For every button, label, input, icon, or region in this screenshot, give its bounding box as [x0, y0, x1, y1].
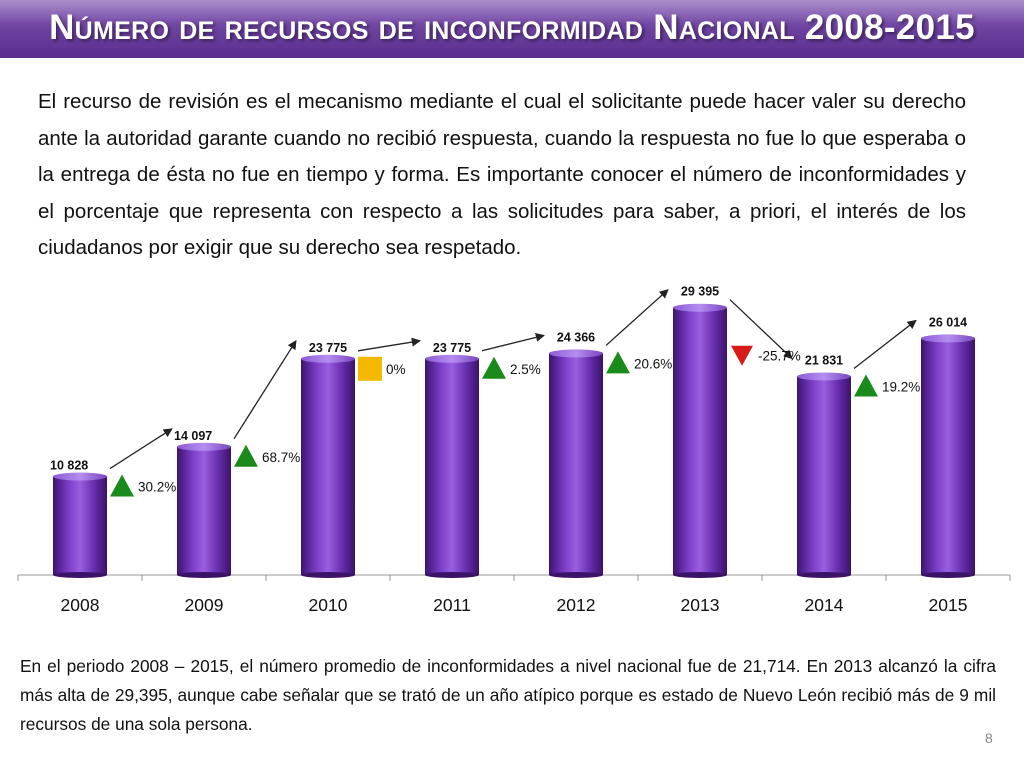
change-label: 19.2%	[882, 379, 920, 394]
bar-2008	[53, 476, 107, 575]
trend-arrow	[853, 319, 917, 369]
data-label: 29 395	[681, 285, 719, 299]
x-tick-label: 2014	[805, 595, 844, 615]
bar-cap	[549, 349, 603, 358]
up-triangle-icon	[606, 351, 630, 374]
bar-base	[673, 572, 727, 578]
trend-arrow	[481, 332, 545, 352]
data-label: 24 366	[557, 330, 595, 344]
data-label: 23 775	[309, 341, 347, 355]
x-tick-label: 2015	[929, 595, 968, 615]
up-triangle-icon	[110, 474, 134, 497]
slide-title: Número de recursos de inconformidad Naci…	[49, 8, 975, 47]
x-tick-label: 2011	[433, 595, 471, 615]
bar-cap	[177, 442, 231, 451]
x-tick-label: 2010	[309, 595, 348, 615]
change-label: -25.7%	[758, 349, 801, 364]
x-tick-label: 2008	[61, 595, 100, 615]
data-label: 23 775	[433, 341, 471, 355]
data-label: 10 828	[50, 459, 88, 473]
change-label: 30.2%	[138, 480, 176, 495]
bar-base	[921, 572, 975, 578]
up-triangle-icon	[854, 374, 878, 397]
title-bar-shine	[0, 0, 1024, 24]
data-label: 14 097	[174, 429, 212, 443]
bar-cap	[673, 303, 727, 312]
x-tick-label: 2009	[185, 595, 224, 615]
bar-base	[177, 572, 231, 578]
bar-cap	[921, 334, 975, 343]
bar-base	[53, 572, 107, 578]
up-triangle-icon	[482, 356, 506, 379]
down-triangle-icon	[731, 345, 753, 366]
trend-arrow	[357, 337, 421, 352]
bar-base	[797, 572, 851, 578]
trend-arrow	[233, 340, 297, 440]
page-number: 8	[985, 730, 993, 746]
data-label: 26 014	[929, 315, 967, 329]
change-label: 0%	[386, 362, 406, 377]
bar-cap	[797, 372, 851, 381]
bar-base	[301, 572, 355, 578]
bar-2011	[425, 358, 479, 575]
bar-base	[425, 572, 479, 578]
x-tick-label: 2012	[557, 595, 596, 615]
x-tick-label: 2013	[681, 595, 720, 615]
trend-arrow	[109, 428, 173, 470]
intro-paragraph: El recurso de revisión es el mecanismo m…	[38, 90, 966, 259]
footer-paragraph: En el periodo 2008 – 2015, el número pro…	[20, 656, 996, 734]
trend-arrow	[605, 289, 669, 346]
bar-base	[549, 572, 603, 578]
bar-chart: 2008 2009 2010 2011 2012 2013 2014 2015 10 828 14…	[17, 285, 1011, 615]
bar-2010	[301, 358, 355, 575]
bar-2015	[921, 338, 975, 575]
up-triangle-icon	[234, 444, 258, 467]
bar-cap	[53, 472, 107, 481]
title-bar: Número de recursos de inconformidad Naci…	[0, 0, 1024, 58]
bar-2009	[177, 446, 231, 575]
trend-arrow	[729, 299, 793, 360]
bar-2014	[797, 376, 851, 575]
change-label: 68.7%	[262, 450, 300, 465]
bar-2013	[673, 307, 727, 575]
change-label: 20.6%	[634, 356, 672, 371]
bar-cap	[425, 354, 479, 363]
bar-2012	[549, 353, 603, 575]
equal-square-icon	[358, 356, 382, 381]
bar-cap	[301, 354, 355, 363]
data-label: 21 831	[805, 353, 843, 367]
change-label: 2.5%	[510, 362, 541, 377]
